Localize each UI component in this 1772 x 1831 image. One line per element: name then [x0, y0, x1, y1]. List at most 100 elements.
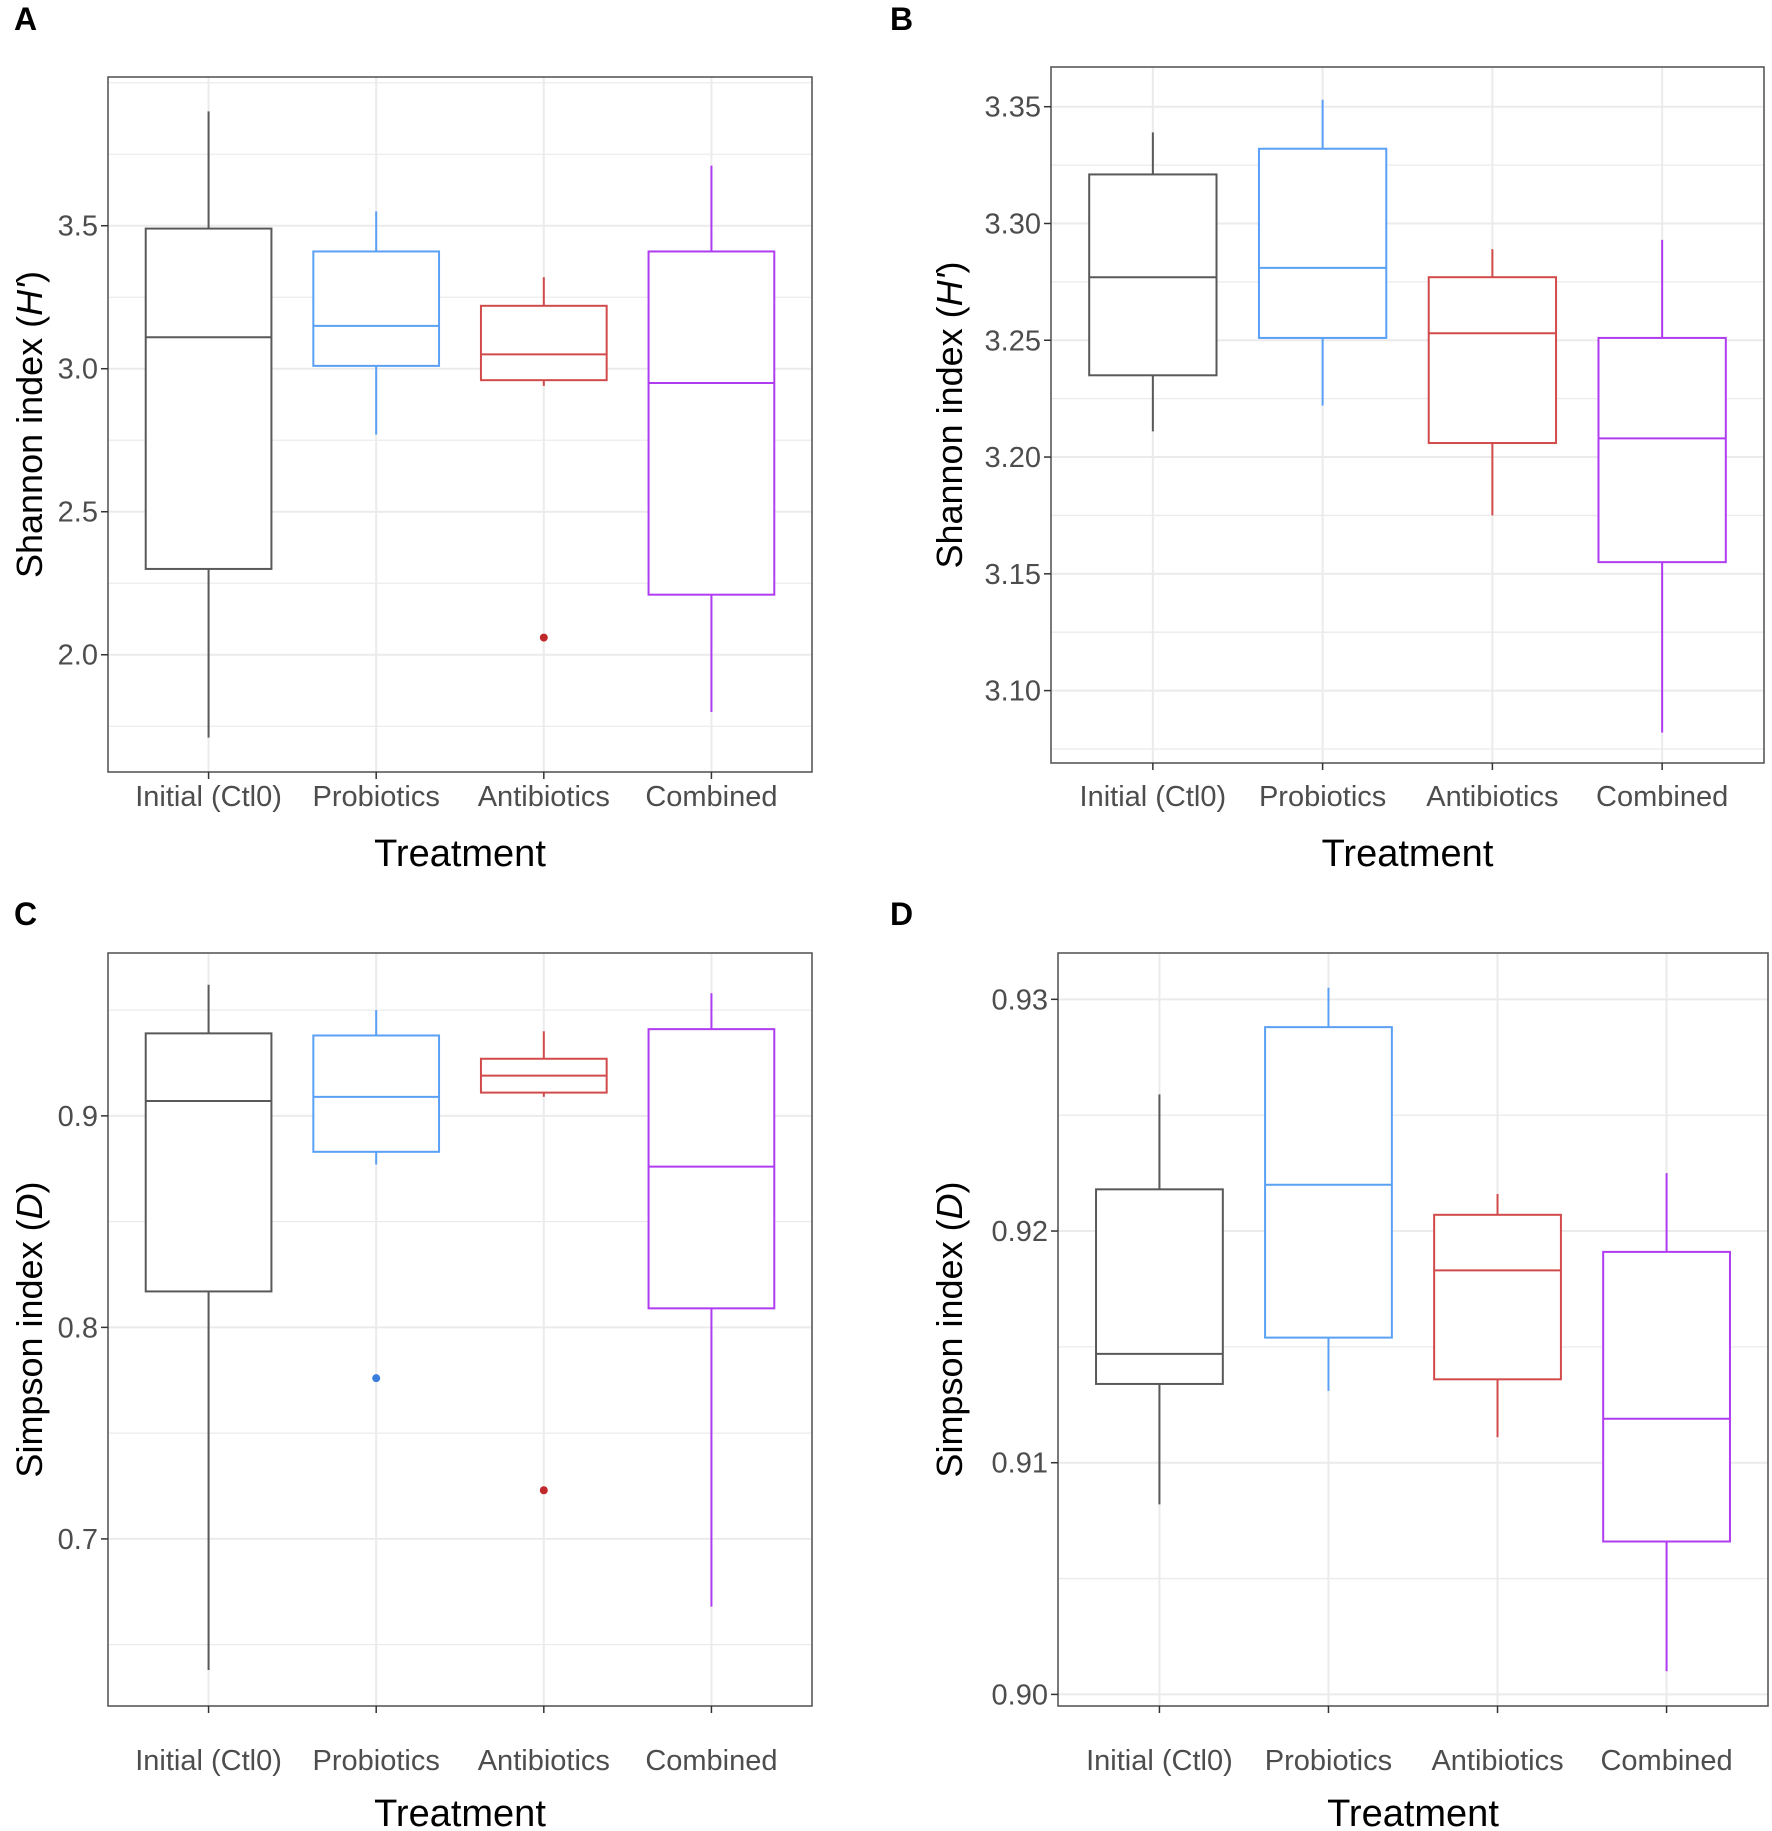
y-tick-label: 0.92	[992, 1216, 1048, 1248]
iqr-box	[1602, 1250, 1731, 1543]
iqr-box	[1095, 1188, 1224, 1385]
y-axis-title-symbol: D	[9, 1193, 50, 1219]
x-tick-label: Antibiotics	[478, 781, 610, 813]
box-combined	[647, 993, 776, 1607]
y-tick-label: 2.0	[58, 640, 98, 672]
y-tick-label: 0.8	[58, 1312, 98, 1344]
iqr-box	[1257, 147, 1388, 339]
y-tick-label: 3.20	[985, 442, 1041, 474]
y-axis-title-end: )	[9, 1181, 50, 1193]
x-tick-label: Probiotics	[313, 1745, 440, 1777]
panel-a: A 2.0 2.5 3.0 3.5 Initial (Ctl0) Probiotics Ant…	[9, 1, 813, 875]
y-tick-label: 3.15	[985, 559, 1041, 591]
x-tick-label: Probiotics	[1265, 1745, 1392, 1777]
y-axis-title-end: )	[929, 1181, 970, 1193]
iqr-box	[1427, 276, 1558, 445]
box-combined	[1602, 1173, 1731, 1672]
x-tick-label: Initial (Ctl0)	[135, 781, 282, 813]
box-probiotics	[312, 211, 441, 435]
box-antibiotics	[1427, 249, 1558, 516]
box-initial-ctl0	[1095, 1094, 1224, 1505]
x-tick-label: Combined	[1600, 1745, 1732, 1777]
y-tick-label: 3.5	[58, 211, 98, 243]
y-axis-title-symbol: H'	[929, 272, 970, 306]
y-tick-label: 3.0	[58, 354, 98, 386]
iqr-box	[479, 304, 608, 382]
x-axis-title: Treatment	[1327, 1793, 1499, 1831]
x-tick-label: Combined	[1596, 781, 1728, 813]
y-axis-title-main: Simpson index (	[929, 1219, 970, 1477]
x-tick-label: Probiotics	[313, 781, 440, 813]
iqr-box	[144, 1032, 273, 1293]
y-axis-title: Simpson index (D)	[9, 1181, 50, 1477]
x-tick-label: Initial (Ctl0)	[1086, 1745, 1233, 1777]
y-tick-label: 0.91	[992, 1448, 1048, 1480]
x-tick-label: Antibiotics	[1431, 1745, 1563, 1777]
x-tick-label: Antibiotics	[478, 1745, 610, 1777]
y-axis-title-symbol: H'	[9, 282, 50, 316]
iqr-box	[1088, 173, 1218, 377]
y-axis-title: Shannon index (H')	[929, 261, 970, 568]
panel-label: D	[890, 896, 913, 932]
y-tick-label: 3.10	[985, 676, 1041, 708]
outlier-point	[539, 633, 548, 642]
box-antibiotics	[479, 277, 608, 642]
y-axis-title-end: )	[9, 271, 50, 283]
panel-b: B 3.10 3.15 3.20 3.25 3.30 3.35 Initial (Ctl0) P…	[890, 1, 1765, 875]
y-axis-title-main: Simpson index (	[9, 1219, 50, 1477]
box-combined	[1597, 239, 1727, 733]
x-tick-label: Probiotics	[1259, 781, 1386, 813]
panel-label: A	[14, 1, 37, 37]
panel-d: D 0.90 0.91 0.92 0.93 Initial (Ctl0) Probiotic…	[890, 896, 1769, 1831]
y-tick-label: 0.7	[58, 1524, 98, 1556]
box-initial-ctl0	[144, 984, 273, 1671]
y-axis-title: Shannon index (H')	[9, 271, 50, 578]
y-tick-label: 0.93	[992, 984, 1048, 1016]
y-axis-title: Simpson index (D)	[929, 1181, 970, 1477]
y-tick-label: 2.5	[58, 497, 98, 529]
x-axis-title: Treatment	[1322, 833, 1494, 875]
box-initial-ctl0	[1088, 132, 1218, 432]
panel-label: B	[890, 1, 913, 37]
iqr-box	[647, 1028, 776, 1310]
x-axis-title: Treatment	[374, 833, 546, 875]
outlier-point	[372, 1374, 381, 1383]
panel-label: C	[14, 896, 37, 932]
panel-border	[107, 76, 813, 773]
y-tick-label: 3.35	[985, 92, 1041, 124]
x-axis-title: Treatment	[374, 1793, 546, 1831]
y-tick-label: 0.90	[992, 1679, 1048, 1711]
x-tick-label: Initial (Ctl0)	[1080, 781, 1227, 813]
y-axis-title-end: )	[929, 261, 970, 273]
box-antibiotics	[1433, 1193, 1562, 1438]
box-antibiotics	[479, 1031, 608, 1495]
box-initial-ctl0	[144, 111, 273, 738]
y-axis-title-main: Shannon index (	[929, 306, 970, 568]
x-tick-label: Antibiotics	[1426, 781, 1558, 813]
y-axis-title-symbol: D	[929, 1193, 970, 1219]
panel-border	[107, 952, 813, 1707]
panel-border	[1050, 66, 1765, 764]
x-tick-label: Initial (Ctl0)	[135, 1745, 282, 1777]
iqr-box	[1597, 336, 1727, 564]
outlier-point	[539, 1486, 548, 1495]
iqr-box	[144, 227, 273, 570]
panel-c: C 0.7 0.8 0.9 Initial (Ctl0) Probiotics Antibi…	[9, 896, 813, 1831]
x-tick-label: Combined	[645, 781, 777, 813]
box-probiotics	[312, 1010, 441, 1383]
iqr-box	[647, 250, 776, 596]
iqr-box	[312, 1034, 441, 1153]
box-probiotics	[1257, 99, 1388, 406]
iqr-box	[312, 250, 441, 367]
x-tick-label: Combined	[645, 1745, 777, 1777]
y-tick-label: 3.25	[985, 325, 1041, 357]
iqr-box	[1433, 1213, 1562, 1381]
panel-border	[1057, 952, 1769, 1707]
y-axis-title-main: Shannon index (	[9, 316, 50, 578]
iqr-box	[1264, 1026, 1393, 1339]
box-probiotics	[1264, 987, 1393, 1391]
y-tick-label: 3.30	[985, 208, 1041, 240]
box-combined	[647, 165, 776, 712]
y-tick-label: 0.9	[58, 1101, 98, 1133]
